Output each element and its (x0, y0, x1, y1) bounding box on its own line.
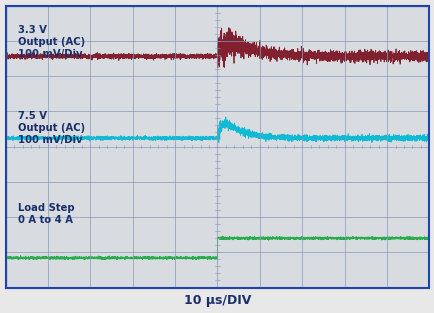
Text: 3.3 V
Output (AC)
100 mV/Div: 3.3 V Output (AC) 100 mV/Div (18, 25, 85, 59)
Text: Load Step
0 A to 4 A: Load Step 0 A to 4 A (18, 203, 75, 225)
Text: 7.5 V
Output (AC)
100 mV/Div: 7.5 V Output (AC) 100 mV/Div (18, 111, 85, 145)
X-axis label: 10 µs/DIV: 10 µs/DIV (184, 295, 250, 307)
